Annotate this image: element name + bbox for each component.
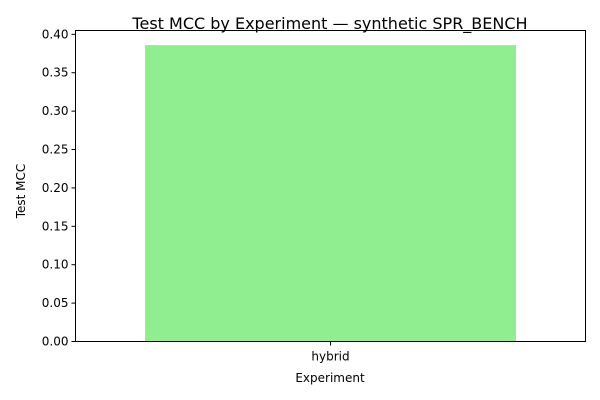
y-tick-label: 0.35 [42,66,69,80]
bar-hybrid [145,45,516,342]
x-tick-label: hybrid [311,350,349,364]
y-tick-label: 0.30 [42,104,69,118]
bars-layer [145,45,516,342]
y-tick-label: 0.40 [42,27,69,41]
y-tick-label: 0.10 [42,258,69,272]
y-tick-label: 0.00 [42,335,69,349]
x-axis: hybrid [311,341,350,364]
x-axis-label: Experiment [295,371,365,385]
y-tick-label: 0.25 [42,143,69,157]
y-tick-label: 0.15 [42,219,69,233]
y-tick-label: 0.20 [42,181,69,195]
chart-title: Test MCC by Experiment — synthetic SPR_B… [131,14,527,34]
y-axis: 0.00 0.05 0.10 0.15 0.20 0.25 0.30 0.35 0.40 [42,27,76,349]
plot-frame [75,30,586,342]
y-tick-label: 0.05 [42,296,69,310]
y-axis-label: Test MCC [14,164,28,220]
